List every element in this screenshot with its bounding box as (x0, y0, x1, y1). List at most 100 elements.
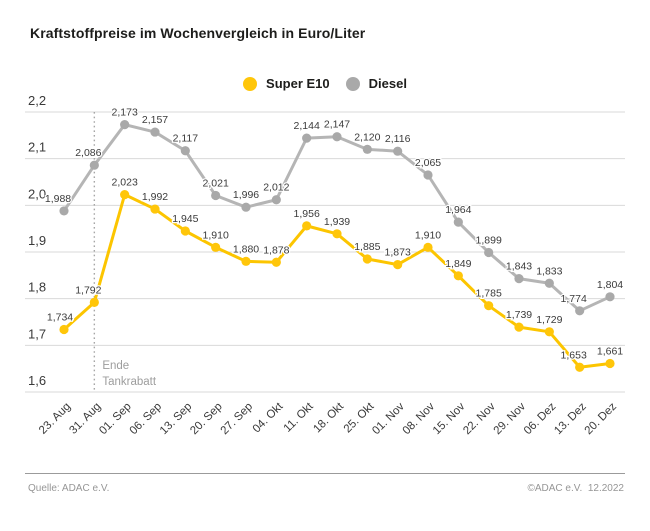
y-axis-tick-label: 1,7 (28, 326, 46, 341)
data-point-super-e10 (514, 322, 524, 332)
data-point-label: 2,023 (112, 177, 138, 189)
data-point-label: 1,910 (203, 229, 229, 241)
x-axis-tick-label: 11. Okt (282, 400, 317, 435)
legend-label: Diesel (368, 76, 407, 91)
data-point-label: 1,878 (263, 244, 289, 256)
x-axis-tick-label: 20. Sep (188, 401, 225, 438)
x-axis-tick-label: 08. Nov (401, 400, 438, 437)
data-point-label: 2,147 (324, 119, 350, 131)
data-point-label: 1,964 (445, 204, 471, 216)
data-point-super-e10 (484, 301, 494, 311)
data-point-diesel (544, 278, 554, 288)
data-point-diesel (423, 170, 433, 180)
data-point-label: 2,173 (112, 107, 138, 119)
data-point-diesel (514, 274, 524, 284)
data-point-diesel (89, 160, 99, 170)
x-axis-tick-label: 13. Sep (158, 401, 195, 438)
data-point-label: 1,885 (354, 241, 380, 253)
data-point-label: 1,996 (233, 189, 259, 201)
data-point-super-e10 (423, 242, 433, 252)
data-point-label: 2,012 (263, 182, 289, 194)
x-axis-tick-label: 15. Nov (431, 400, 468, 437)
x-axis-tick-label: 29. Nov (492, 400, 529, 437)
data-point-label: 2,120 (354, 131, 380, 143)
chart-title: Kraftstoffpreise im Wochenvergleich in E… (30, 25, 366, 41)
data-point-diesel (120, 120, 130, 130)
data-point-label: 1,843 (506, 261, 532, 273)
data-point-label: 2,116 (385, 133, 411, 145)
x-axis-tick-label: 06. Sep (128, 401, 165, 438)
data-point-label: 1,899 (476, 234, 502, 246)
data-point-label: 1,956 (294, 208, 320, 220)
x-axis-tick-label: 23. Aug (37, 401, 73, 437)
data-point-label: 1,729 (536, 314, 562, 326)
data-point-label: 2,021 (203, 178, 229, 190)
data-point-label: 2,086 (75, 147, 101, 159)
data-point-label: 1,849 (445, 258, 471, 270)
data-point-super-e10 (150, 204, 160, 214)
data-point-diesel (362, 144, 372, 154)
data-point-super-e10 (180, 226, 190, 236)
x-axis-tick-label: 20. Dez (583, 400, 620, 437)
data-point-diesel (271, 195, 281, 205)
data-point-diesel (575, 306, 585, 316)
data-point-label: 1,910 (415, 229, 441, 241)
x-axis-tick-label: 13. Dez (552, 400, 589, 437)
chart-legend: Super E10 Diesel (0, 76, 650, 91)
source-text: Quelle: ADAC e.V. (28, 483, 110, 494)
data-point-diesel (302, 133, 312, 143)
data-point-label: 1,992 (142, 191, 168, 203)
data-point-label: 1,988 (45, 193, 71, 205)
data-point-super-e10 (544, 327, 554, 337)
y-axis-tick-label: 1,6 (28, 373, 46, 388)
data-point-label: 2,117 (173, 133, 199, 145)
data-point-diesel (453, 217, 463, 227)
y-axis-tick-label: 2,0 (28, 186, 46, 201)
data-point-super-e10 (211, 242, 221, 252)
data-point-label: 1,739 (506, 309, 532, 321)
data-point-diesel (180, 146, 190, 156)
data-point-label: 2,157 (142, 114, 168, 126)
data-point-label: 1,792 (75, 284, 101, 296)
footer-divider (25, 473, 625, 474)
x-axis-tick-label: 01. Nov (370, 400, 407, 437)
data-point-label: 1,880 (233, 243, 259, 255)
x-axis-tick-label: 04. Okt (251, 400, 286, 435)
x-axis-tick-label: 01. Sep (97, 401, 134, 438)
data-point-diesel (393, 146, 403, 156)
x-axis-tick-label: 31. Aug (67, 401, 103, 437)
data-point-super-e10 (605, 358, 615, 369)
data-point-label: 1,785 (476, 288, 502, 300)
data-point-super-e10 (120, 190, 130, 200)
data-point-diesel (484, 247, 494, 258)
data-point-super-e10 (302, 221, 312, 231)
data-point-label: 1,939 (324, 216, 350, 228)
y-axis-tick-label: 1,9 (28, 233, 46, 248)
data-point-super-e10 (575, 362, 585, 372)
data-point-diesel (241, 202, 251, 212)
y-axis-tick-label: 1,8 (28, 280, 46, 295)
data-point-super-e10 (393, 260, 403, 270)
data-point-label: 2,144 (294, 120, 320, 132)
x-axis-tick-label: 22. Nov (461, 400, 498, 437)
tankrabatt-annotation: Tankrabatt (102, 376, 157, 388)
data-point-label: 1,653 (561, 349, 587, 361)
data-point-diesel (332, 132, 342, 142)
legend-dot-diesel (345, 76, 360, 91)
data-point-super-e10 (241, 256, 251, 266)
data-point-label: 1,833 (536, 265, 562, 277)
x-axis-tick-label: 27. Sep (219, 401, 256, 438)
data-point-label: 1,945 (172, 213, 198, 225)
legend-item-diesel: Diesel (345, 76, 407, 91)
x-axis-tick-label: 18. Okt (311, 400, 346, 435)
data-point-label: 1,804 (597, 279, 623, 291)
data-point-diesel (605, 292, 615, 302)
copyright-text: ©ADAC e.V. 12.2022 (527, 483, 624, 494)
data-point-diesel (150, 127, 160, 137)
data-point-super-e10 (362, 254, 372, 264)
data-point-super-e10 (89, 297, 99, 307)
data-point-label: 1,774 (561, 293, 587, 305)
y-axis-tick-label: 2,2 (28, 93, 46, 108)
